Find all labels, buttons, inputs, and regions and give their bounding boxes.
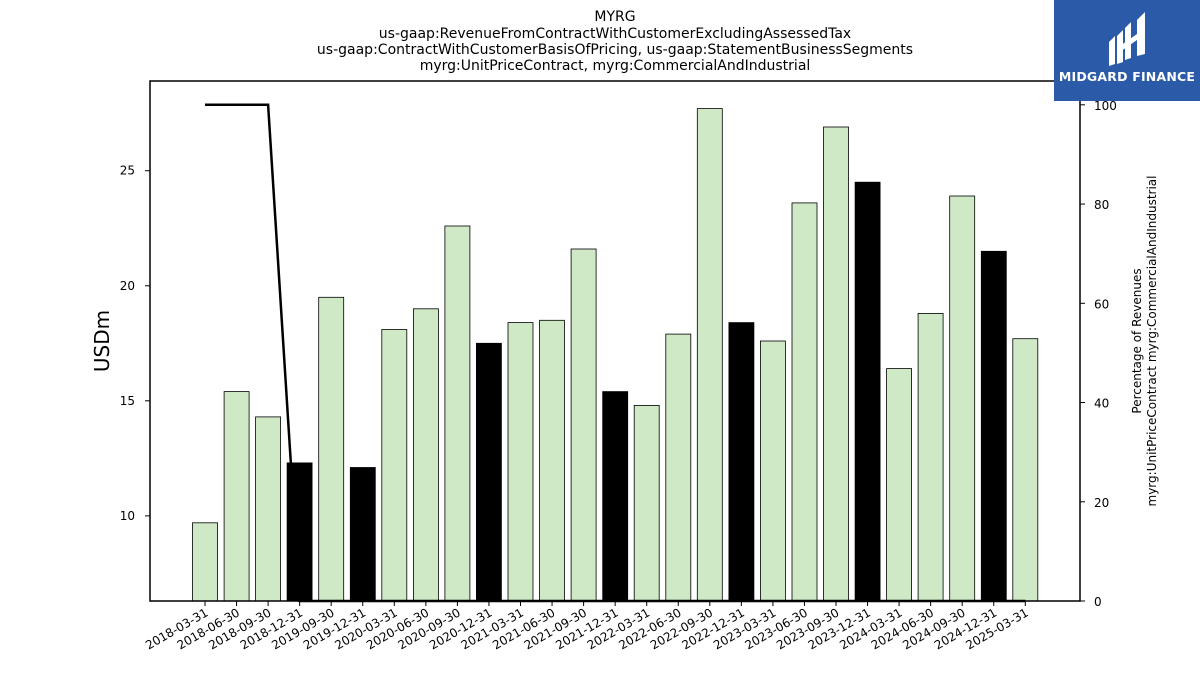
title-line-3: us-gaap:ContractWithCustomerBasisOfPrici… [317, 42, 913, 58]
y-tick-label-right-20: 20 [1094, 496, 1109, 510]
bar-2020-03-31 [381, 329, 408, 602]
bar-2022-12-31 [728, 322, 755, 602]
bar-2020-06-30 [412, 308, 439, 602]
bar-2021-12-31 [602, 391, 629, 602]
bar-2023-12-31 [854, 181, 881, 602]
y-tick-label-left-10: 10 [120, 509, 135, 523]
bar-2020-09-30 [444, 225, 471, 602]
y-axis-label-right-line2: myrg:UnitPriceContract myrg:CommercialAn… [1145, 176, 1159, 507]
midgard-logo-icon [1109, 12, 1145, 66]
bar-2022-09-30 [696, 108, 723, 602]
bar-2019-09-30 [318, 296, 345, 602]
bar-2021-03-31 [507, 322, 534, 602]
bar-2025-03-31 [1012, 338, 1039, 602]
y-axis-label-right-line1: Percentage of Revenues [1130, 268, 1144, 413]
y-tick-label-left-20: 20 [120, 279, 135, 293]
y-tick-label-left-25: 25 [120, 164, 135, 178]
y-tick-label-right-60: 60 [1094, 297, 1109, 311]
y-tick-label-right-100: 100 [1094, 99, 1117, 113]
bar-2023-03-31 [760, 340, 786, 602]
bar-2024-06-30 [917, 312, 944, 602]
y-tick-label-right-40: 40 [1094, 397, 1109, 411]
bar-2022-03-31 [633, 404, 660, 602]
title-line-1: MYRG [594, 9, 635, 25]
logo-text: MIDGARD FINANCE [1058, 69, 1196, 84]
y-axis-label-left: USDm [90, 310, 114, 372]
bars-group [192, 108, 1039, 602]
title-line-2: us-gaap:RevenueFromContractWithCustomerE… [379, 26, 851, 42]
bar-2018-06-30 [223, 391, 250, 602]
y-tick-label-left-15: 15 [120, 394, 135, 408]
y-tick-label-right-0: 0 [1094, 595, 1102, 609]
logo: MIDGARD FINANCE [1054, 0, 1200, 101]
bar-2021-06-30 [539, 319, 565, 602]
bar-2019-12-31 [349, 467, 376, 602]
chart-title: MYRG us-gaap:RevenueFromContractWithCust… [317, 9, 913, 74]
bar-2022-06-30 [665, 333, 692, 602]
bar-2024-09-30 [949, 195, 976, 602]
bar-2018-12-31 [286, 462, 313, 602]
title-line-4: myrg:UnitPriceContract, myrg:CommercialA… [420, 58, 811, 74]
bar-2018-09-30 [255, 416, 282, 602]
bar-2024-12-31 [980, 250, 1007, 602]
bar-2023-09-30 [823, 126, 849, 602]
bar-2021-09-30 [570, 248, 597, 602]
bar-2020-12-31 [475, 342, 502, 602]
y-tick-label-right-80: 80 [1094, 198, 1109, 212]
bar-2024-03-31 [886, 368, 912, 602]
bar-2018-03-31 [192, 522, 218, 602]
bar-2023-06-30 [791, 202, 818, 602]
